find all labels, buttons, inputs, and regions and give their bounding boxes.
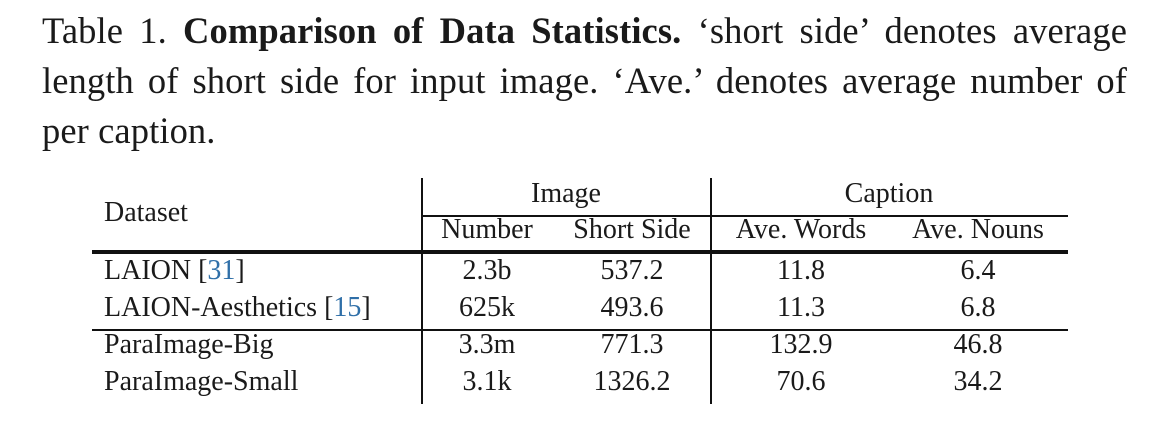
row-laion-number: 2.3b	[462, 255, 512, 286]
row-paraimage-small-ave-words: 70.6	[776, 366, 826, 397]
row-paraimage-small-short-side: 1326.2	[593, 366, 671, 397]
header-number: Number	[441, 214, 533, 245]
caption-group-rule	[711, 215, 1068, 217]
group-separator-rule	[92, 329, 1068, 331]
header-rule	[92, 250, 1068, 254]
row-paraimage-small-dataset: ParaImage-Small	[104, 366, 299, 397]
caption-text: ‘short side’ denotes average length of s…	[42, 10, 1128, 151]
row-laion-aesthetics-dataset: LAION-Aesthetics [15]	[104, 292, 371, 323]
citation-link[interactable]: 15	[333, 292, 362, 323]
dataset-name: LAION	[104, 255, 192, 286]
row-laion-aesthetics-ave-nouns: 6.8	[960, 292, 996, 323]
header-image-group: Image	[531, 178, 601, 209]
header-caption-group: Caption	[844, 178, 934, 209]
citation-link[interactable]: 31	[207, 255, 236, 286]
row-laion-aesthetics-short-side: 493.6	[600, 292, 664, 323]
row-paraimage-small-ave-nouns: 34.2	[953, 366, 1003, 397]
image-group-rule	[422, 215, 710, 217]
row-laion-ave-words: 11.8	[777, 255, 825, 286]
row-laion-aesthetics-number: 625k	[459, 292, 515, 323]
row-paraimage-small-number: 3.1k	[462, 366, 512, 397]
header-ave-words: Ave. Words	[735, 214, 867, 245]
dataset-name: LAION-Aesthetics	[104, 292, 318, 323]
column-divider-dataset	[421, 178, 423, 404]
header-short-side: Short Side	[573, 214, 691, 245]
table-label: Table 1.	[42, 10, 167, 51]
row-laion-ave-nouns: 6.4	[960, 255, 996, 286]
row-paraimage-big-ave-nouns: 46.8	[953, 329, 1003, 360]
header-dataset: Dataset	[104, 197, 188, 228]
column-divider-caption	[710, 178, 712, 404]
row-paraimage-big-number: 3.3m	[458, 329, 516, 360]
table-title: Comparison of Data Statistics.	[183, 10, 682, 51]
header-ave-nouns: Ave. Nouns	[912, 214, 1044, 245]
row-paraimage-big-short-side: 771.3	[600, 329, 664, 360]
table-caption: Table 1. Comparison of Data Statistics. …	[42, 6, 1127, 156]
row-laion-aesthetics-ave-words: 11.3	[777, 292, 825, 323]
row-paraimage-big-dataset: ParaImage-Big	[104, 329, 274, 360]
row-laion-dataset: LAION [31]	[104, 255, 245, 286]
row-laion-short-side: 537.2	[600, 255, 664, 286]
row-paraimage-big-ave-words: 132.9	[769, 329, 833, 360]
